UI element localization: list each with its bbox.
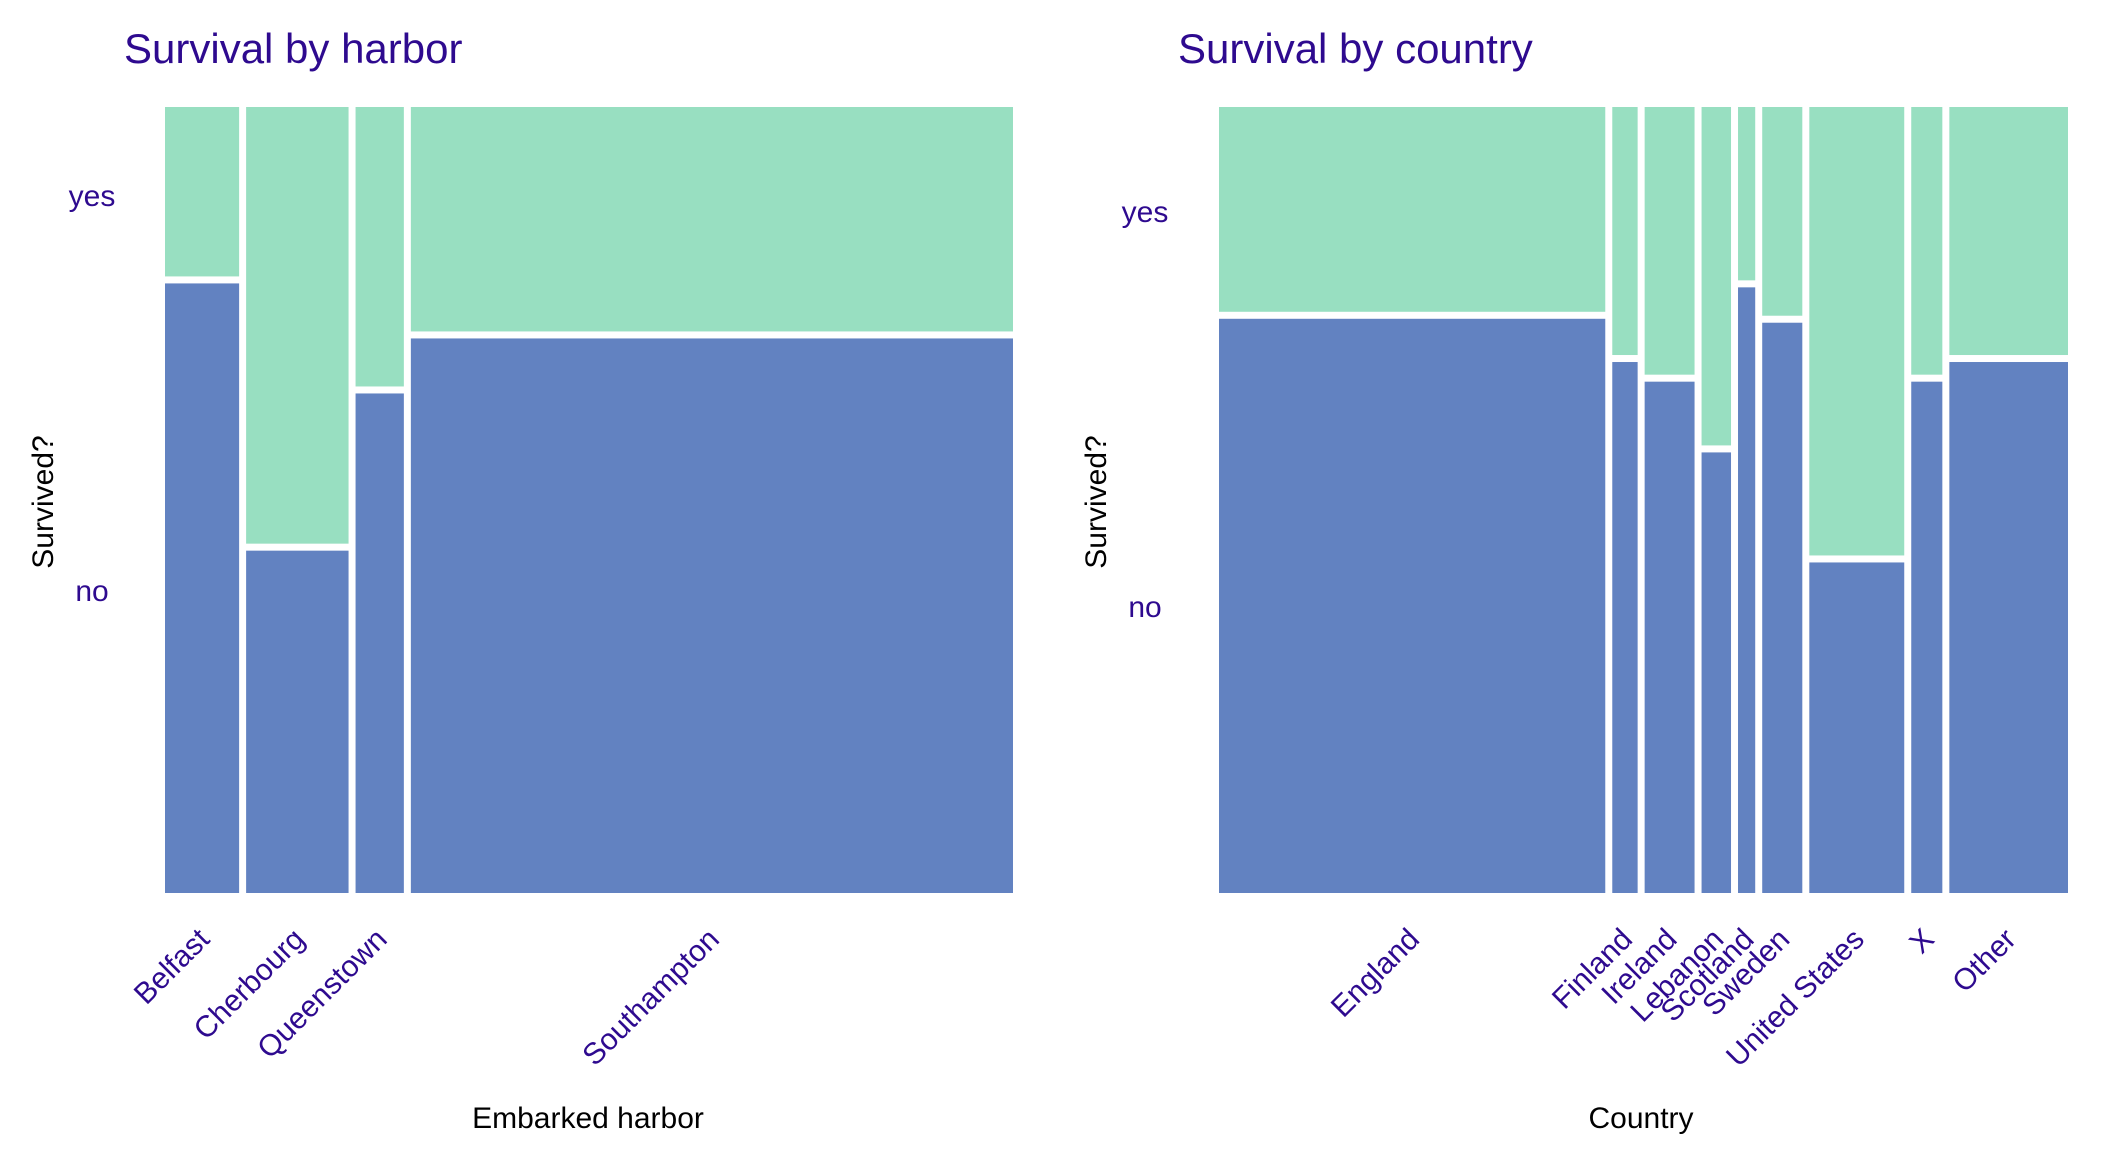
x-tick-label-england: England: [1325, 923, 1426, 1024]
tile-southampton-yes: [410, 107, 1013, 332]
tile-belfast-yes: [165, 107, 240, 277]
tile-lebanon-yes: [1701, 107, 1732, 446]
tile-scotland-no: [1738, 287, 1756, 894]
tile-belfast-no: [165, 283, 240, 893]
y-axis-title-country: Survived?: [1080, 435, 1113, 568]
tile-southampton-no: [410, 338, 1013, 893]
chart-title-harbor: Survival by harbor: [124, 25, 462, 72]
tile-other-yes: [1949, 107, 2068, 356]
tile-ireland-yes: [1644, 107, 1695, 375]
y-axis-title-harbor: Survived?: [27, 435, 60, 568]
x-tick-label-belfast: Belfast: [128, 922, 217, 1011]
tile-united-states-yes: [1809, 107, 1905, 556]
tile-cherbourg-yes: [246, 107, 349, 544]
tile-united-states-no: [1809, 562, 1905, 893]
x-tick-label-other: Other: [1946, 923, 2022, 999]
tile-scotland-yes: [1738, 107, 1756, 281]
tile-england-no: [1219, 318, 1606, 893]
tile-sweden-yes: [1762, 107, 1803, 316]
panel-harbor: Survival by harbor yes no Survived? Emba…: [27, 25, 1013, 1135]
tile-finland-yes: [1612, 107, 1638, 356]
y-level-no-harbor: no: [75, 575, 108, 608]
tile-ireland-no: [1644, 381, 1695, 893]
tile-other-no: [1949, 362, 2068, 893]
tile-x-yes: [1911, 107, 1943, 375]
x-tick-label-southampton: Southampton: [576, 923, 726, 1073]
tile-cherbourg-no: [246, 550, 349, 893]
tile-queenstown-no: [355, 393, 404, 893]
y-level-yes-harbor: yes: [69, 180, 116, 213]
tile-queenstown-yes: [355, 107, 404, 387]
y-level-yes-country: yes: [1122, 196, 1169, 229]
x-tick-labels-country: England FinlandIrelandLebanonScotlandSwed…: [1325, 923, 2023, 1074]
tile-x-no: [1911, 381, 1943, 893]
y-level-no-country: no: [1128, 591, 1161, 624]
chart-title-country: Survival by country: [1178, 25, 1533, 72]
tiles-country: [1219, 107, 2068, 894]
tile-sweden-no: [1762, 322, 1803, 894]
tile-finland-no: [1612, 362, 1638, 893]
x-tick-label-x: X: [1903, 923, 1940, 960]
tile-england-yes: [1219, 107, 1606, 312]
panel-country: Survival by country yes no Survived? Cou…: [1080, 25, 2068, 1135]
x-axis-title-harbor: Embarked harbor: [472, 1102, 704, 1135]
tile-lebanon-no: [1701, 452, 1732, 893]
x-axis-title-country: Country: [1588, 1102, 1693, 1135]
tiles-harbor: [165, 107, 1013, 893]
